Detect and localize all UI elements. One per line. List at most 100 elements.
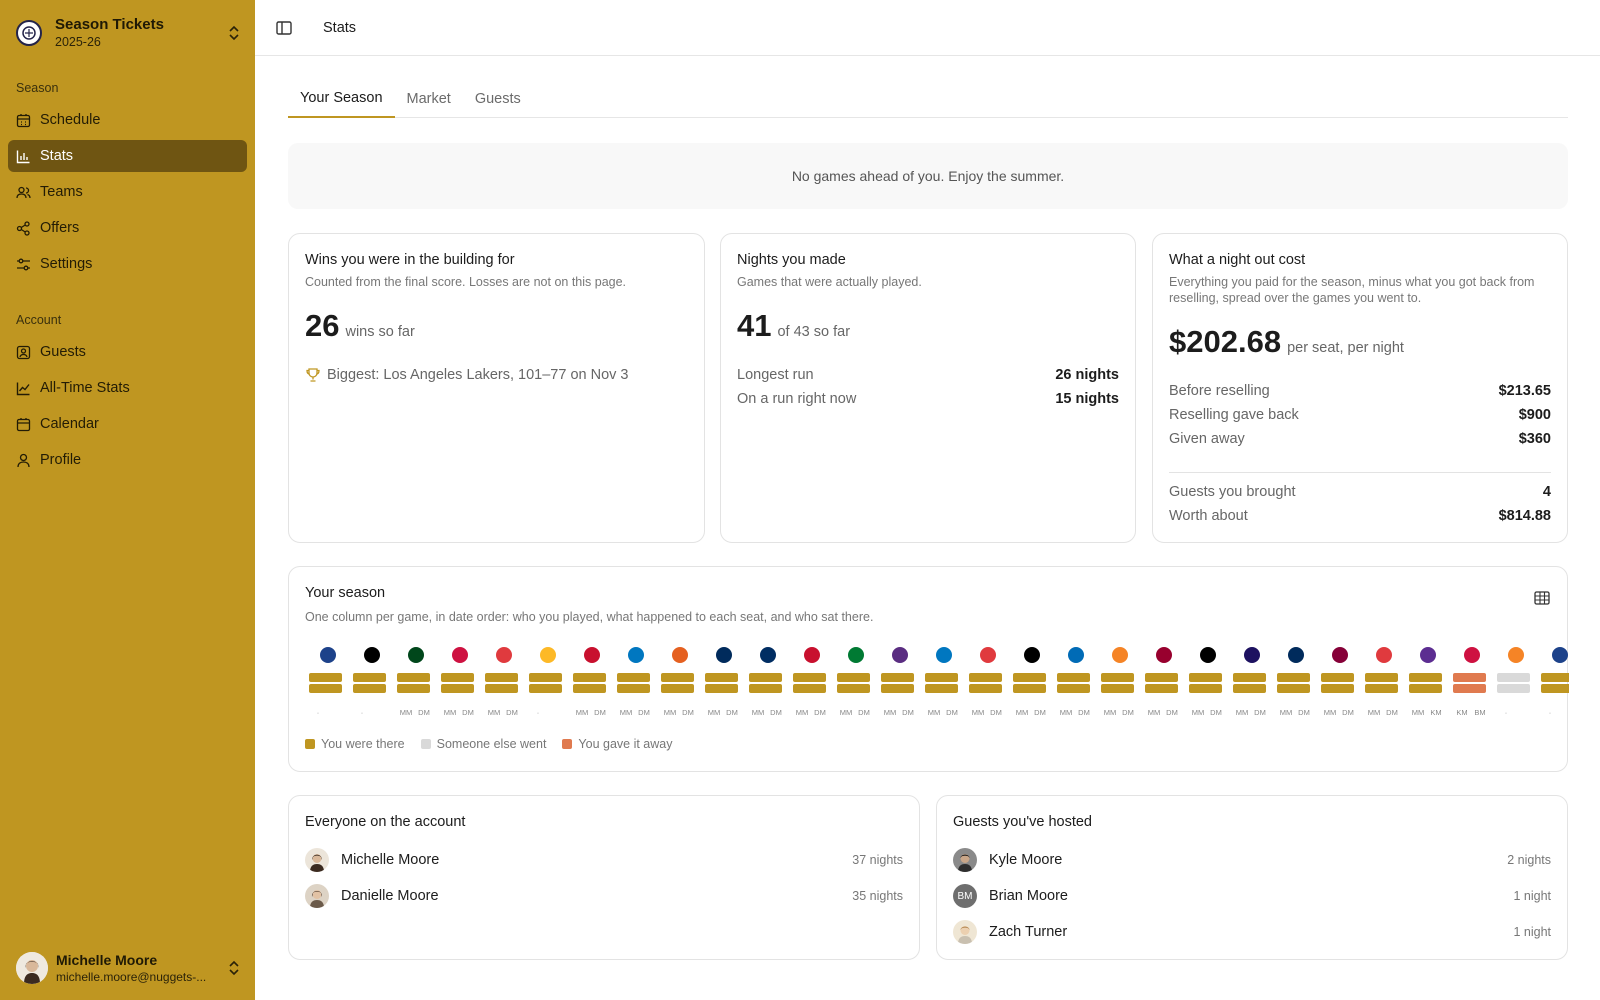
wins-suffix: wins so far xyxy=(345,324,415,340)
seat-cell xyxy=(1233,673,1266,682)
sidebar-item-settings[interactable]: Settings xyxy=(8,248,247,280)
seat-initials: MM xyxy=(1015,708,1029,717)
seat-initials: MM xyxy=(751,708,765,717)
seat-initials: DM xyxy=(1034,708,1046,717)
seat-initials: DM xyxy=(770,708,782,717)
seat-initials: MM xyxy=(1411,708,1425,717)
wins-value: 26 wins so far xyxy=(305,308,415,343)
seat-cell xyxy=(617,673,650,682)
seat-cell xyxy=(1277,684,1310,693)
seat-cell xyxy=(1101,684,1134,693)
seat-cell xyxy=(485,673,518,682)
seat-cell xyxy=(881,673,914,682)
seat-initials: DM xyxy=(858,708,870,717)
sidebar-item-schedule[interactable]: Schedule xyxy=(8,104,247,136)
seat-cell xyxy=(1365,684,1398,693)
team-logo-icon xyxy=(1552,647,1568,663)
seat-initials: MM xyxy=(839,708,853,717)
seat-cell xyxy=(1277,673,1310,682)
seat-cell xyxy=(1101,673,1134,682)
chevron-up-down-icon xyxy=(229,960,239,976)
seat-initials: DM xyxy=(1122,708,1134,717)
tab-market[interactable]: Market xyxy=(406,91,451,107)
seat-initials: MM xyxy=(619,708,633,717)
reselling-row: Reselling gave back $900 xyxy=(1169,407,1551,423)
seat-cell xyxy=(309,673,342,682)
table-view-icon[interactable] xyxy=(1533,589,1551,607)
seat-initials: MM xyxy=(575,708,589,717)
team-logo-icon xyxy=(408,647,424,663)
sidebar-item-offers[interactable]: Offers xyxy=(8,212,247,244)
sidebar-item-label: Teams xyxy=(40,184,83,200)
seat-cell xyxy=(529,684,562,693)
seat-initials: DM xyxy=(682,708,694,717)
seat-cell xyxy=(793,684,826,693)
team-logo-icon xyxy=(1112,647,1128,663)
seat-cell xyxy=(573,684,606,693)
seat-initials: MM xyxy=(1147,708,1161,717)
list-item[interactable]: Zach Turner 1 night xyxy=(953,919,1551,945)
seat-cell xyxy=(1409,673,1442,682)
team-switcher[interactable]: Season Tickets 2025-26 xyxy=(16,14,241,52)
contact-icon xyxy=(16,345,31,360)
seat-cell xyxy=(1321,684,1354,693)
worth-row: Worth about $814.88 xyxy=(1169,508,1551,524)
sidebar-item-calendar[interactable]: Calendar xyxy=(8,408,247,440)
top-bar: Stats xyxy=(255,0,1600,56)
seat-cell xyxy=(925,684,958,693)
team-logo-icon xyxy=(496,647,512,663)
sidebar-toggle-icon[interactable] xyxy=(275,19,293,37)
seat-initials: DM xyxy=(726,708,738,717)
user-menu[interactable]: Michelle Moore michelle.moore@nuggets-..… xyxy=(16,950,241,986)
seat-cell xyxy=(1145,673,1178,682)
season-card: Your season One column per game, in date… xyxy=(288,566,1569,772)
card-title: Nights you made xyxy=(737,252,846,268)
seat-cell xyxy=(661,673,694,682)
seat-cell xyxy=(1057,673,1090,682)
team-logo-icon xyxy=(1156,647,1172,663)
seat-cell xyxy=(1233,684,1266,693)
list-item[interactable]: BM Brian Moore 1 night xyxy=(953,883,1551,909)
sidebar-item-teams[interactable]: Teams xyxy=(8,176,247,208)
seat-initials: MM xyxy=(487,708,501,717)
sidebar-item-profile[interactable]: Profile xyxy=(8,444,247,476)
account-people-card: Everyone on the account Michelle Moore 3… xyxy=(288,795,920,960)
team-name: Season Tickets xyxy=(55,16,164,33)
sidebar-item-all-time-stats[interactable]: All-Time Stats xyxy=(8,372,247,404)
wins-card: Wins you were in the building for Counte… xyxy=(288,233,705,543)
tab-guests[interactable]: Guests xyxy=(474,91,521,107)
seat-cell xyxy=(1453,684,1486,693)
seat-cell xyxy=(397,684,430,693)
seat-cell xyxy=(793,673,826,682)
sidebar-item-label: Profile xyxy=(40,452,82,468)
nav-section-season: Season xyxy=(16,81,59,95)
cost-suffix: per seat, per night xyxy=(1287,340,1404,356)
sidebar-item-guests[interactable]: Guests xyxy=(8,336,247,368)
card-subtitle: One column per game, in date order: who … xyxy=(305,610,874,624)
team-logo-icon xyxy=(672,647,688,663)
tab-your-season[interactable]: Your Season xyxy=(288,80,395,118)
seat-cell xyxy=(353,673,386,682)
list-item[interactable]: Danielle Moore 35 nights xyxy=(305,883,903,909)
user-email: michelle.moore@nuggets-... xyxy=(56,969,207,984)
person-name: Brian Moore xyxy=(989,888,1068,904)
team-logo-icon xyxy=(1508,647,1524,663)
seat-initials: MM xyxy=(1323,708,1337,717)
seat-initials: DM xyxy=(506,708,518,717)
seat-cell xyxy=(441,673,474,682)
seat-initials: BM xyxy=(1474,708,1486,717)
person-nights: 37 nights xyxy=(852,853,903,867)
seat-cell xyxy=(705,673,738,682)
guests-brought-row: Guests you brought 4 xyxy=(1169,484,1551,500)
user-name: Michelle Moore xyxy=(56,951,158,968)
seat-cell xyxy=(441,684,474,693)
cost-value: $202.68 per seat, per night xyxy=(1169,324,1404,359)
nights-suffix: of 43 so far xyxy=(777,324,851,340)
seat-initials: DM xyxy=(990,708,1002,717)
card-subtitle: Games that were actually played. xyxy=(737,275,922,289)
sidebar-item-label: All-Time Stats xyxy=(40,380,130,396)
list-item[interactable]: Michelle Moore 37 nights xyxy=(305,847,903,873)
sidebar-item-stats[interactable]: Stats xyxy=(8,140,247,172)
list-item[interactable]: Kyle Moore 2 nights xyxy=(953,847,1551,873)
seat-initials: DM xyxy=(638,708,650,717)
